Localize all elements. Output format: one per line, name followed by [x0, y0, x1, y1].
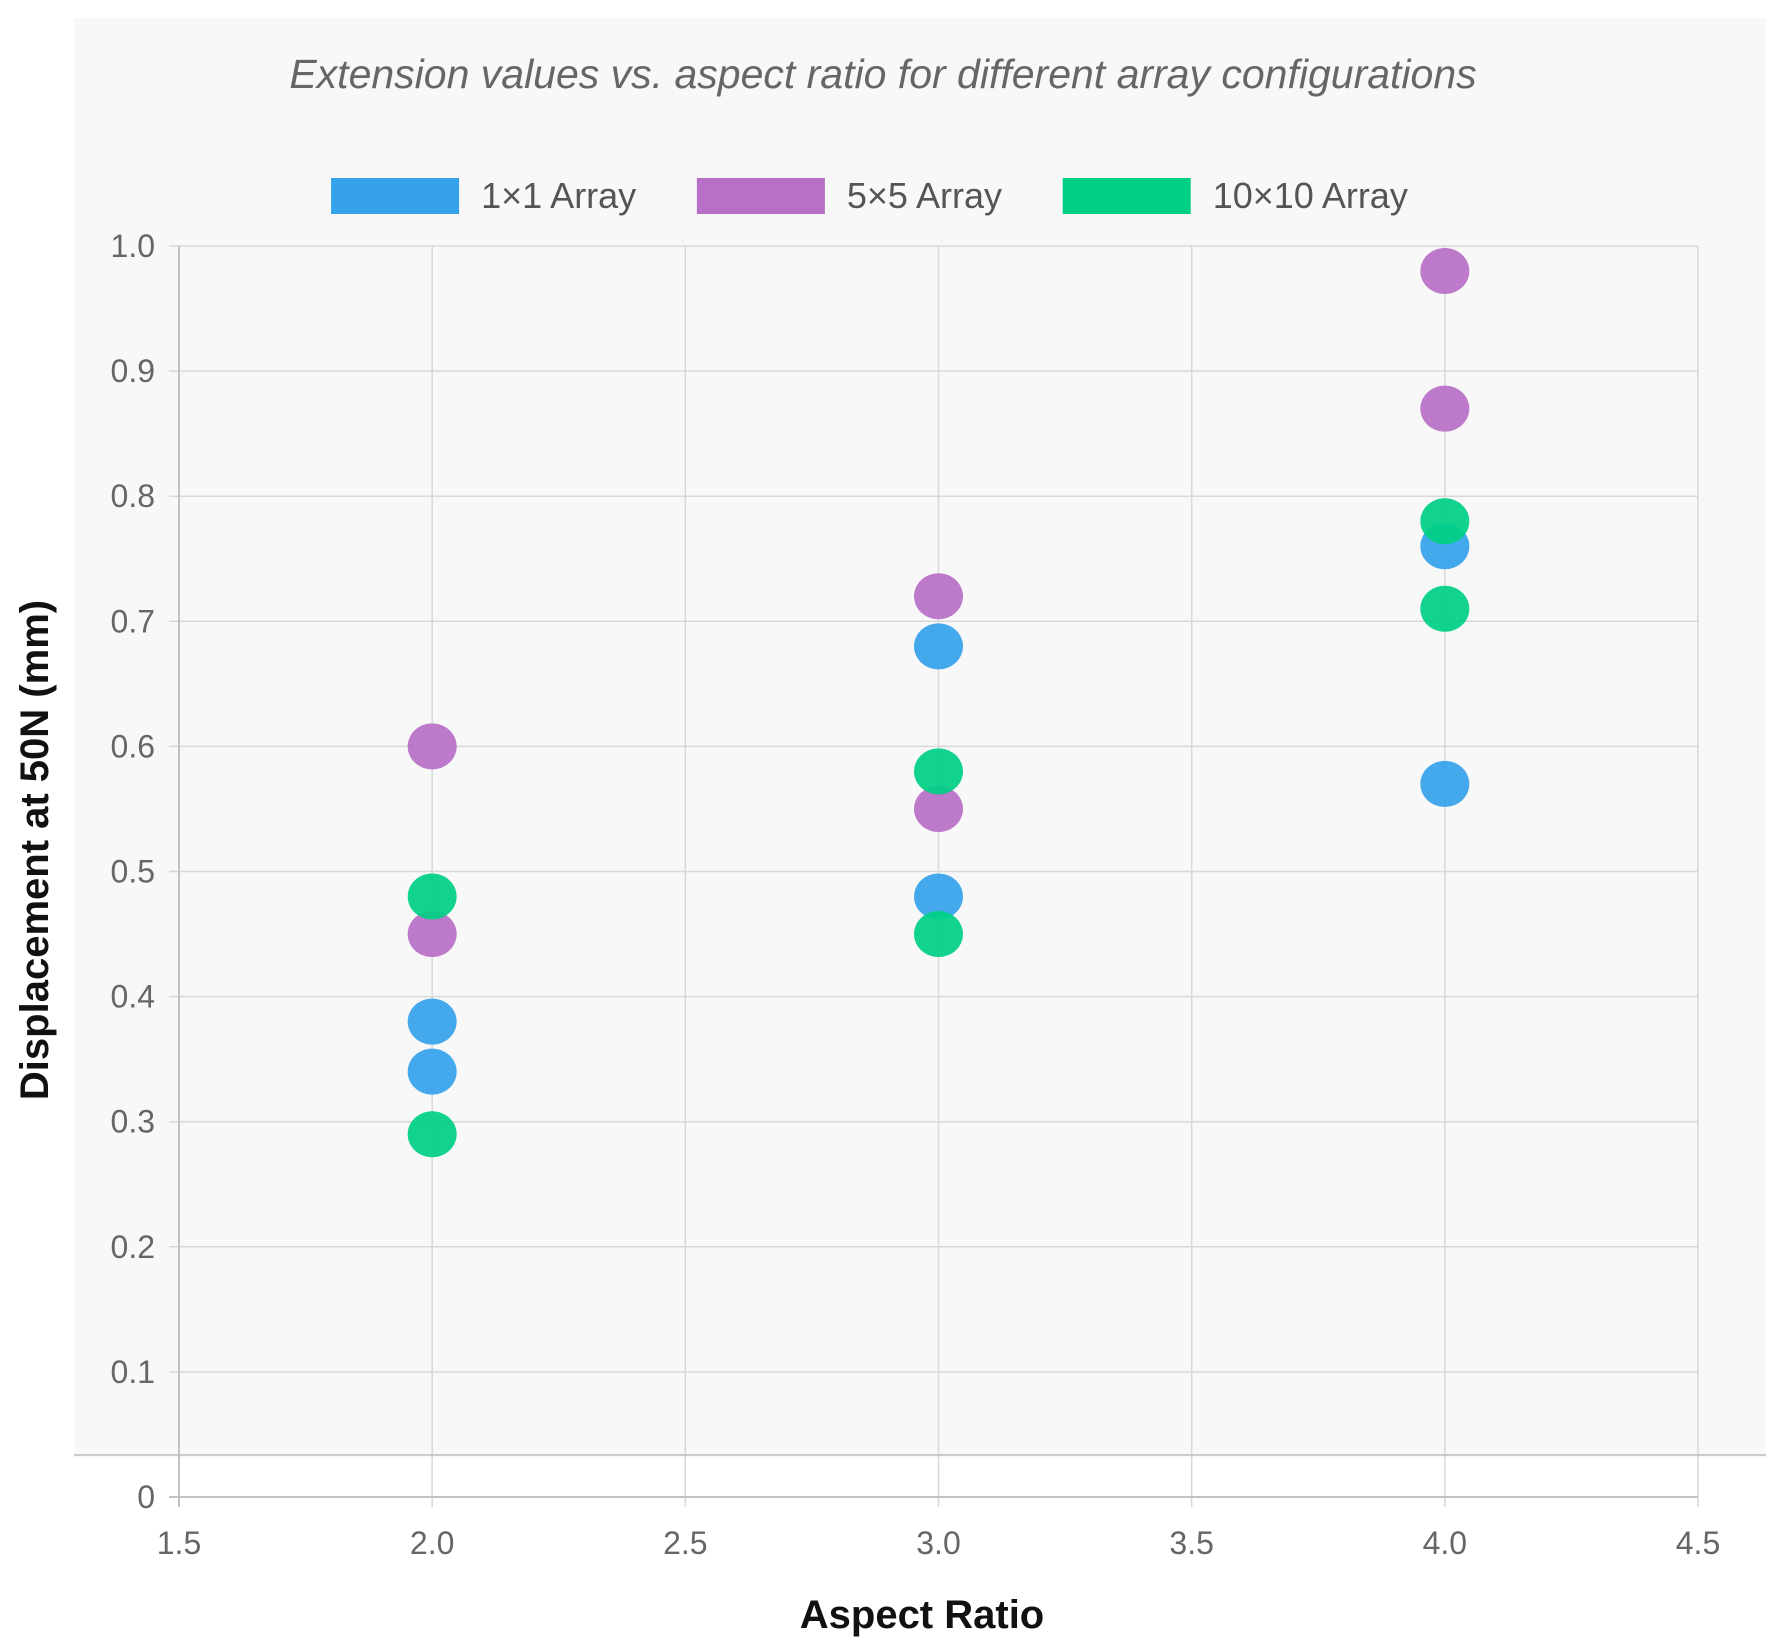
data-point[interactable] [407, 873, 457, 920]
data-point[interactable] [914, 911, 963, 958]
data-point[interactable] [914, 748, 963, 795]
data-point[interactable] [1420, 498, 1470, 545]
y-tick-label: 0.5 [111, 854, 155, 890]
x-tick-label: 3.0 [916, 1525, 960, 1561]
x-tick-label: 2.5 [663, 1525, 707, 1561]
legend-swatch [331, 178, 460, 214]
data-point[interactable] [914, 623, 963, 670]
y-tick-label: 0.1 [111, 1354, 155, 1390]
legend-label: 10×10 Array [1213, 175, 1408, 216]
legend-item[interactable]: 10×10 Array [1062, 175, 1408, 216]
y-axis-ticks: 0 0.1 0.2 0.3 0.4 0.5 0.6 0.7 0.8 0.9 1.0 [111, 228, 155, 1515]
x-tick-label: 4.5 [1676, 1525, 1720, 1561]
data-point[interactable] [407, 1048, 457, 1095]
x-tick-label: 4.0 [1423, 1525, 1467, 1561]
data-point[interactable] [914, 873, 963, 920]
legend: 1×1 Array 5×5 Array 10×10 Array [331, 175, 1408, 216]
data-point[interactable] [407, 723, 457, 770]
data-point[interactable] [1420, 385, 1470, 432]
y-tick-label: 0.7 [111, 603, 155, 639]
y-tick-label: 0.8 [111, 478, 155, 514]
data-point[interactable] [914, 573, 963, 620]
chart-title: Extension values vs. aspect ratio for di… [289, 51, 1476, 97]
chart-panel-background [74, 18, 1766, 1458]
x-axis-label: Aspect Ratio [800, 1593, 1045, 1637]
legend-swatch [696, 178, 825, 214]
data-point[interactable] [1420, 248, 1470, 295]
y-tick-label: 0.2 [111, 1229, 155, 1265]
data-point[interactable] [1420, 585, 1470, 632]
x-tick-label: 3.5 [1169, 1525, 1213, 1561]
y-tick-label: 0.4 [111, 979, 155, 1015]
y-tick-label: 0.6 [111, 728, 155, 764]
legend-swatch [1062, 178, 1191, 214]
x-tick-label: 1.5 [157, 1525, 201, 1561]
y-tick-label: 1.0 [111, 228, 155, 264]
y-tick-label: 0.3 [111, 1104, 155, 1140]
x-axis-ticks: 1.5 2.0 2.5 3.0 3.5 4.0 4.5 [157, 1525, 1720, 1561]
legend-item[interactable]: 5×5 Array [696, 175, 1002, 216]
axes [74, 246, 1766, 1498]
y-axis-label: Displacement at 50N (mm) [13, 600, 57, 1100]
legend-item[interactable]: 1×1 Array [331, 175, 636, 216]
data-point[interactable] [407, 1111, 457, 1158]
data-point[interactable] [1420, 760, 1470, 807]
data-point[interactable] [407, 998, 457, 1045]
y-tick-label: 0 [137, 1479, 155, 1515]
data-point[interactable] [914, 785, 963, 832]
y-tick-label: 0.9 [111, 353, 155, 389]
x-tick-label: 2.0 [410, 1525, 454, 1561]
data-point[interactable] [407, 911, 457, 958]
legend-label: 1×1 Array [481, 175, 636, 216]
data-points [407, 248, 1470, 1158]
legend-label: 5×5 Array [847, 175, 1002, 216]
